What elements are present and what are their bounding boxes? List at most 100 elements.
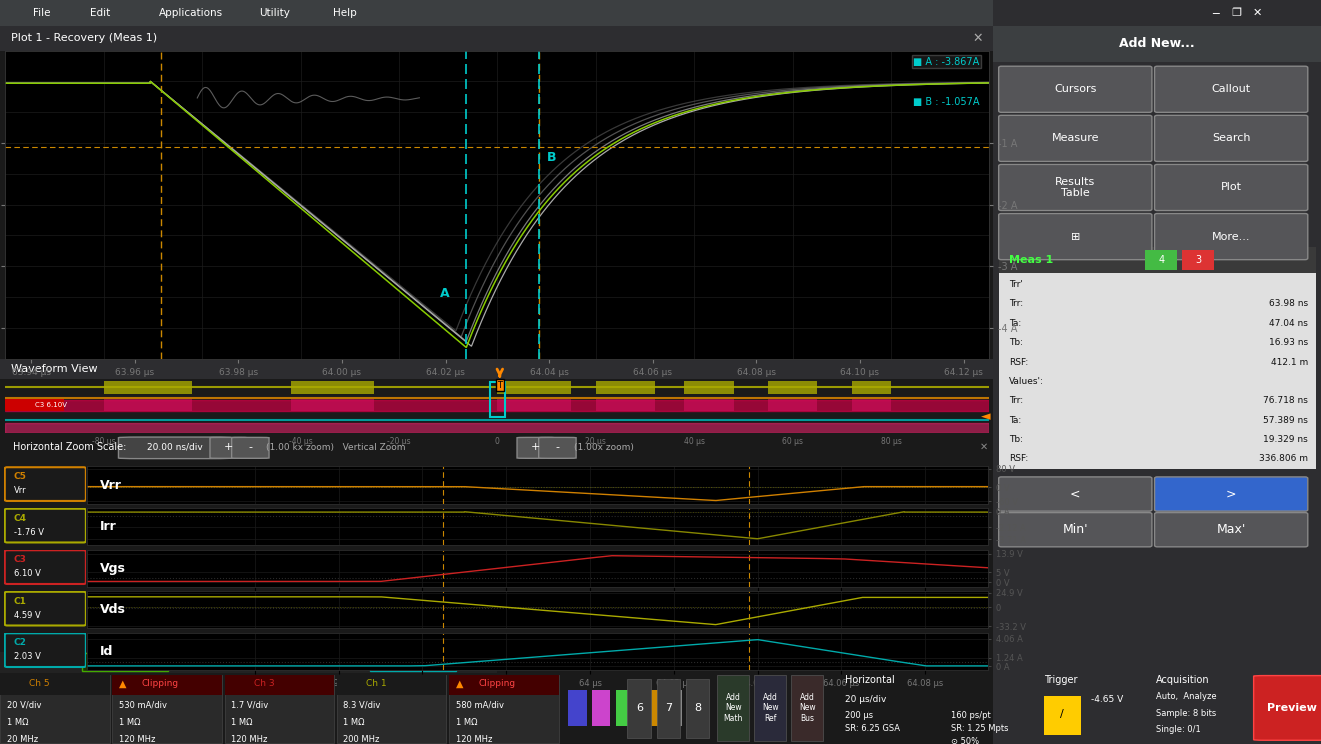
Text: B: B bbox=[547, 152, 556, 164]
Text: 1.7 V/div: 1.7 V/div bbox=[231, 701, 268, 710]
Text: 200 µs: 200 µs bbox=[845, 711, 873, 719]
FancyBboxPatch shape bbox=[1254, 676, 1321, 740]
Text: Applications: Applications bbox=[159, 8, 223, 18]
Text: Ta:: Ta: bbox=[1009, 416, 1021, 425]
Bar bbox=[592, 690, 610, 726]
FancyBboxPatch shape bbox=[1155, 115, 1308, 161]
Bar bbox=[5, 399, 65, 411]
Text: 0: 0 bbox=[495, 437, 499, 446]
FancyBboxPatch shape bbox=[231, 437, 269, 458]
Text: 6: 6 bbox=[635, 703, 643, 713]
Text: -1.76 V: -1.76 V bbox=[13, 527, 44, 536]
Text: Clipping: Clipping bbox=[141, 679, 178, 688]
Bar bbox=[103, 399, 193, 411]
Text: -60 µs: -60 µs bbox=[190, 437, 214, 446]
FancyBboxPatch shape bbox=[999, 115, 1152, 161]
Text: C4: C4 bbox=[13, 514, 26, 523]
Text: -: - bbox=[555, 442, 559, 452]
Bar bbox=[225, 676, 334, 743]
FancyBboxPatch shape bbox=[1155, 66, 1308, 112]
FancyBboxPatch shape bbox=[210, 437, 247, 458]
FancyBboxPatch shape bbox=[5, 551, 86, 584]
Bar bbox=[112, 676, 222, 743]
Text: 80 µs: 80 µs bbox=[881, 437, 901, 446]
Text: Id: Id bbox=[100, 644, 114, 658]
Text: Ch 5: Ch 5 bbox=[29, 679, 50, 688]
Text: Search: Search bbox=[1211, 133, 1251, 144]
Bar bbox=[852, 399, 890, 411]
Text: 20.00 ns/div: 20.00 ns/div bbox=[147, 443, 202, 452]
FancyBboxPatch shape bbox=[119, 437, 231, 458]
Text: -40 µs: -40 µs bbox=[289, 437, 312, 446]
Text: 2.03 V: 2.03 V bbox=[13, 652, 41, 661]
Text: Min': Min' bbox=[1062, 523, 1089, 536]
Text: C3: C3 bbox=[13, 555, 26, 565]
Text: ⊙ 50%: ⊙ 50% bbox=[951, 737, 979, 744]
Text: ✕: ✕ bbox=[979, 442, 988, 452]
Text: Plot: Plot bbox=[1221, 182, 1242, 193]
Text: Preview: Preview bbox=[1267, 703, 1317, 713]
Text: Plot 1 - Recovery (Meas 1): Plot 1 - Recovery (Meas 1) bbox=[11, 33, 157, 43]
Text: Add New...: Add New... bbox=[1119, 37, 1196, 51]
Text: 4: 4 bbox=[1159, 255, 1164, 265]
Text: T: T bbox=[497, 380, 502, 390]
Bar bbox=[370, 653, 456, 671]
Text: Vgs: Vgs bbox=[100, 562, 125, 574]
Bar bbox=[0, 0, 1321, 26]
Text: Utility: Utility bbox=[259, 8, 289, 18]
Text: 6.10 V: 6.10 V bbox=[13, 569, 41, 578]
Text: 19.329 ns: 19.329 ns bbox=[1263, 435, 1308, 444]
Text: Ta:: Ta: bbox=[1009, 319, 1021, 328]
Text: 120 MHz: 120 MHz bbox=[231, 735, 268, 744]
Text: -80 µs: -80 µs bbox=[92, 437, 115, 446]
Bar bbox=[754, 675, 786, 741]
Text: 60 µs: 60 µs bbox=[782, 437, 803, 446]
Bar bbox=[225, 676, 334, 695]
Text: Cursors: Cursors bbox=[1054, 84, 1096, 94]
Text: Add
New
Bus: Add New Bus bbox=[799, 693, 815, 723]
Text: C2: C2 bbox=[13, 638, 26, 647]
Bar bbox=[449, 676, 559, 743]
Bar bbox=[112, 676, 222, 695]
Text: 336.806 m: 336.806 m bbox=[1259, 455, 1308, 464]
FancyBboxPatch shape bbox=[999, 164, 1152, 211]
Text: File: File bbox=[33, 8, 50, 18]
Text: 580 mA/div: 580 mA/div bbox=[456, 701, 503, 710]
Text: 4.59 V: 4.59 V bbox=[13, 611, 41, 620]
Text: Trr:: Trr: bbox=[1009, 300, 1024, 309]
Text: Waveform View: Waveform View bbox=[11, 364, 98, 374]
Bar bbox=[497, 399, 571, 411]
Text: Meas 1: Meas 1 bbox=[1009, 255, 1053, 265]
Text: 120 MHz: 120 MHz bbox=[119, 735, 156, 744]
FancyBboxPatch shape bbox=[1155, 164, 1308, 211]
Bar bbox=[596, 381, 655, 394]
Bar bbox=[684, 399, 733, 411]
Text: 1 MΩ: 1 MΩ bbox=[119, 718, 140, 727]
FancyBboxPatch shape bbox=[1155, 513, 1308, 547]
Text: -4.65 V: -4.65 V bbox=[1091, 695, 1123, 704]
Text: 57.389 ns: 57.389 ns bbox=[1263, 416, 1308, 425]
Text: 40 µs: 40 µs bbox=[684, 437, 704, 446]
Bar bbox=[768, 399, 818, 411]
Bar bbox=[0, 26, 993, 51]
Bar bbox=[103, 381, 193, 394]
Text: Trigger: Trigger bbox=[1044, 676, 1077, 685]
Bar bbox=[490, 382, 505, 417]
Text: 8: 8 bbox=[694, 703, 701, 713]
Bar bbox=[568, 690, 587, 726]
Text: -20 µs: -20 µs bbox=[387, 437, 411, 446]
Text: <: < bbox=[1070, 487, 1081, 501]
Text: Tb:: Tb: bbox=[1009, 435, 1024, 444]
Text: Results
Table: Results Table bbox=[1055, 176, 1095, 199]
Text: ■ B : -1.057A: ■ B : -1.057A bbox=[913, 97, 980, 107]
Bar bbox=[663, 690, 682, 726]
Text: 200 MHz: 200 MHz bbox=[343, 735, 380, 744]
Bar bbox=[497, 381, 571, 394]
Bar bbox=[0, 359, 993, 379]
Bar bbox=[1182, 250, 1214, 270]
Bar bbox=[1044, 696, 1081, 735]
Text: /: / bbox=[1061, 709, 1063, 719]
Bar bbox=[291, 399, 374, 411]
Bar bbox=[657, 679, 680, 738]
FancyBboxPatch shape bbox=[1155, 477, 1308, 511]
